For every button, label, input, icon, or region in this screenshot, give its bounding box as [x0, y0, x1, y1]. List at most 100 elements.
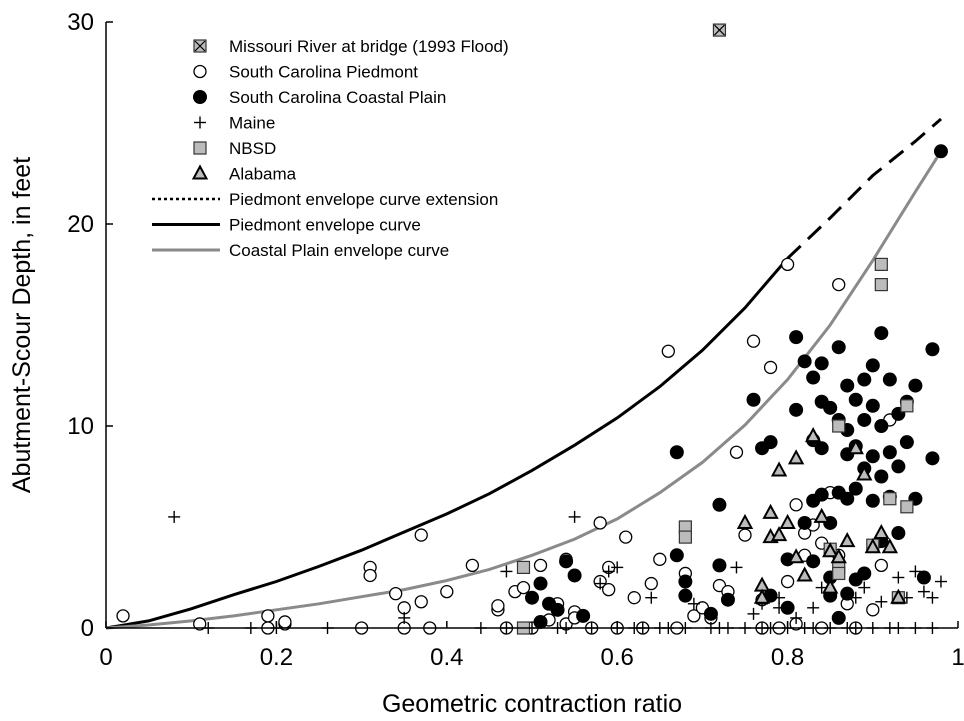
- envelope-curves: [105, 117, 943, 630]
- point-plus: [500, 565, 513, 578]
- point-open-circle: [789, 498, 803, 512]
- point-plus: [568, 510, 581, 523]
- legend-entry: NBSD: [193, 139, 276, 158]
- point-filled-circle: [865, 358, 880, 373]
- point-plus: [934, 575, 947, 588]
- point-filled-circle: [848, 481, 863, 496]
- point-triangle: [873, 523, 890, 540]
- x-tick-label: 0.4: [430, 644, 463, 671]
- point-filled-circle: [874, 419, 889, 433]
- point-open-circle: [687, 609, 701, 623]
- point-filled-circle: [925, 451, 940, 466]
- legend-swatch: [194, 116, 206, 129]
- axes: [105, 22, 958, 629]
- point-filled-circle: [865, 398, 880, 413]
- point-filled-circle: [567, 568, 582, 583]
- point-filled-circle: [840, 491, 855, 506]
- point-filled-circle: [550, 602, 565, 617]
- point-filled-circle: [891, 459, 906, 474]
- point-triangle: [753, 588, 771, 604]
- point-triangle: [787, 449, 805, 465]
- point-triangle: [736, 513, 754, 529]
- point-plus: [594, 577, 607, 590]
- point-open-circle: [278, 615, 292, 629]
- point-plus: [747, 607, 760, 620]
- point-filled-circle: [789, 402, 804, 417]
- point-filled-circle: [857, 412, 872, 427]
- point-triangle: [881, 538, 899, 554]
- y-axis-title: Abutment-Scour Depth, in feet: [8, 157, 36, 493]
- point-open-circle: [763, 360, 778, 375]
- point-open-circle: [602, 582, 616, 597]
- point-open-circle: [116, 609, 130, 623]
- point-filled-circle: [525, 590, 539, 605]
- point-open-circle: [516, 580, 531, 595]
- point-plus: [858, 581, 871, 594]
- point-filled-circle: [891, 526, 906, 541]
- point-plus: [790, 611, 803, 624]
- legend-label: South Carolina Coastal Plain: [229, 88, 446, 107]
- x-tick-label: 1: [951, 644, 964, 671]
- curve-black-solid: [105, 257, 789, 630]
- y-tick-label: 20: [67, 211, 94, 238]
- point-triangle: [822, 542, 839, 558]
- point-plus: [398, 611, 411, 624]
- point-filled-circle: [746, 392, 761, 407]
- point-filled-circle: [763, 435, 778, 450]
- point-open-circle: [440, 584, 454, 599]
- point-open-circle: [874, 558, 888, 573]
- legend-entry: Coastal Plain envelope curve: [152, 241, 449, 260]
- point-filled-circle: [678, 574, 693, 589]
- legend-swatch: [193, 39, 207, 53]
- point-filled-circle: [857, 372, 872, 387]
- point-open-circle: [533, 558, 548, 573]
- point-gray-square: [516, 560, 531, 575]
- point-filled-circle: [533, 614, 548, 629]
- point-filled-circle: [712, 497, 727, 512]
- point-open-circle: [619, 530, 633, 544]
- point-plus: [168, 510, 181, 523]
- point-gray-square: [900, 500, 914, 514]
- point-filled-circle: [678, 588, 693, 603]
- point-gray-square: [874, 278, 888, 292]
- legend-entry: Alabama: [191, 164, 297, 184]
- point-filled-circle: [857, 566, 872, 581]
- point-open-circle: [389, 587, 403, 601]
- legend: Missouri River at bridge (1993 Flood) Sou…: [152, 37, 509, 260]
- point-triangle: [847, 439, 864, 455]
- legend-label: NBSD: [229, 139, 276, 158]
- point-plus: [875, 595, 888, 608]
- point-plus: [832, 611, 845, 624]
- point-filled-circle: [559, 554, 574, 569]
- point-plus: [611, 561, 624, 574]
- point-filled-circle: [899, 435, 914, 450]
- point-triangle: [839, 532, 856, 548]
- point-plus: [926, 591, 939, 604]
- point-plus: [917, 585, 930, 598]
- x-axis-title: Geometric contraction ratio: [382, 690, 682, 718]
- point-gray-square: [832, 419, 846, 433]
- legend-entry: South Carolina Piedmont: [193, 63, 418, 82]
- point-plus: [602, 565, 615, 578]
- legend-label: Coastal Plain envelope curve: [229, 241, 449, 260]
- point-open-circle: [414, 595, 428, 609]
- point-open-circle: [780, 574, 795, 589]
- point-plus: [645, 591, 658, 604]
- legend-entry: Piedmont envelope curve: [152, 216, 421, 235]
- point-filled-circle: [533, 576, 548, 591]
- point-filled-circle: [882, 445, 897, 460]
- point-filled-circle: [840, 586, 855, 601]
- x-tick-label: 0.8: [771, 644, 804, 671]
- y-tick-label: 10: [67, 413, 94, 440]
- point-filled-circle: [789, 330, 804, 345]
- point-filled-circle: [823, 400, 838, 415]
- point-triangle: [830, 548, 847, 564]
- legend-entry: Maine: [194, 114, 275, 133]
- legend-swatch: [193, 64, 207, 79]
- point-filled-circle: [848, 392, 863, 407]
- point-open-circle: [414, 528, 428, 542]
- point-filled-circle: [814, 487, 829, 502]
- point-open-circle: [832, 277, 846, 292]
- legend-label: Alabama: [229, 165, 297, 184]
- point-filled-circle: [576, 608, 591, 623]
